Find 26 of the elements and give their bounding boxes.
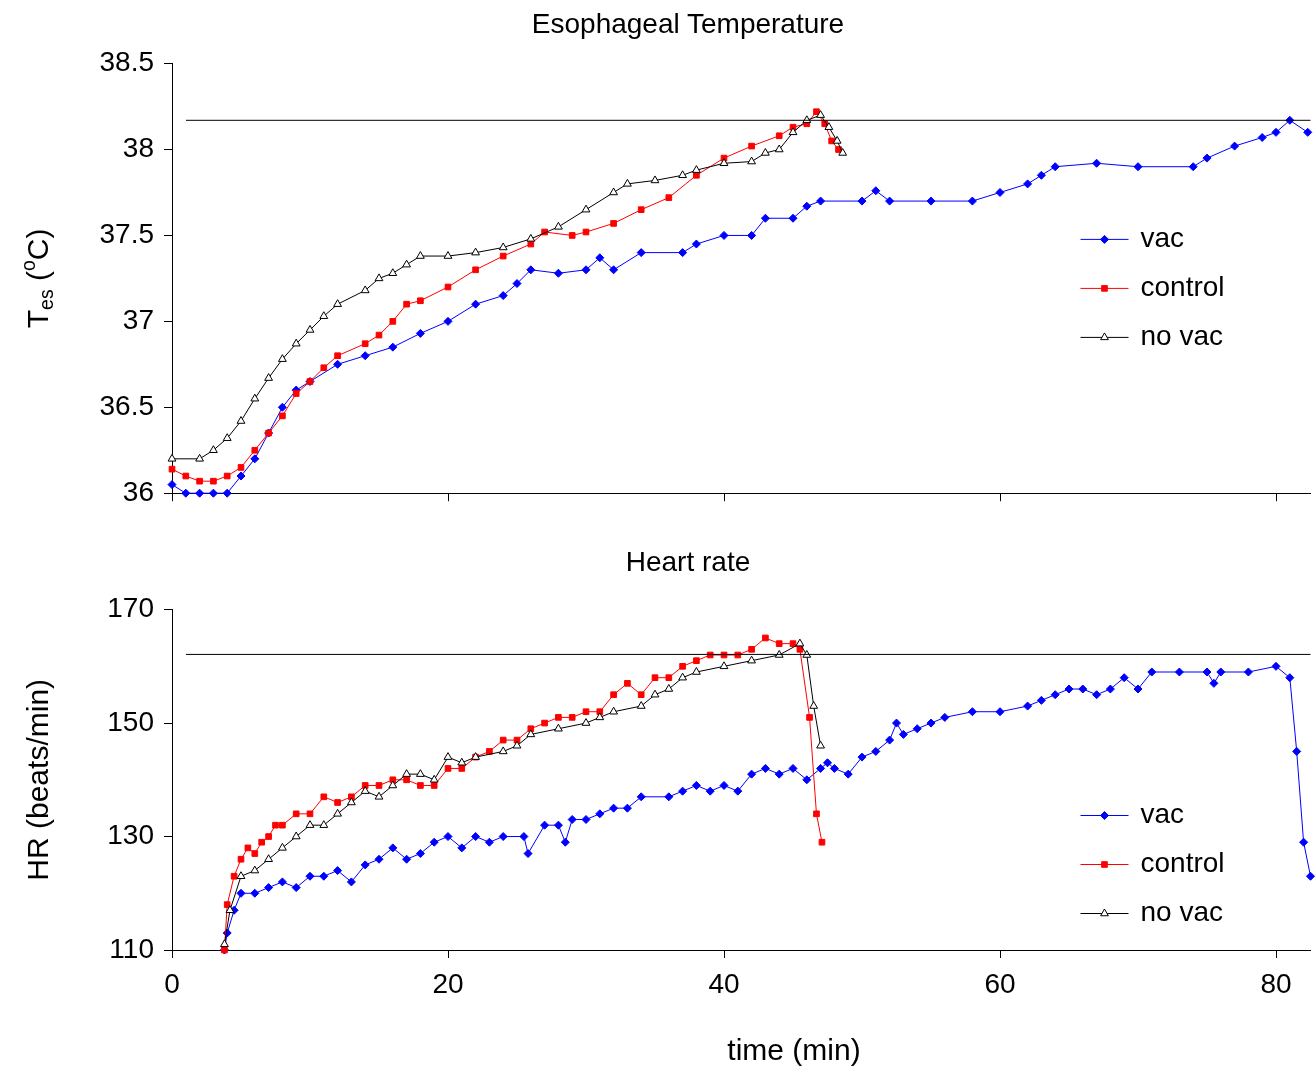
y-tick-label: 150 (107, 705, 154, 737)
chart-title: Esophageal Temperature (531, 7, 845, 39)
y-tick-label: 130 (107, 819, 154, 851)
x-tick-label: 20 (432, 967, 464, 999)
y-tick-label: 110 (109, 932, 154, 964)
x-tick-label: 0 (164, 967, 180, 999)
legend-label: control (1140, 847, 1225, 879)
y-tick-label: 37.5 (99, 218, 154, 250)
y-tick-label: 170 (107, 592, 154, 624)
legend-label: vac (1140, 222, 1185, 254)
y-axis-title: Tes (oC) (16, 228, 57, 329)
chart-title: Heart rate (625, 545, 751, 577)
x-tick-label: 80 (1260, 967, 1292, 999)
y-axis-title: HR (beats/min) (21, 678, 55, 881)
legend-label: no vac (1140, 320, 1223, 352)
y-tick-label: 38.5 (99, 46, 154, 78)
y-tick-label: 37 (122, 304, 154, 336)
y-tick-label: 38 (122, 132, 154, 164)
y-tick-label: 36 (122, 475, 154, 507)
x-tick-label: 40 (708, 967, 740, 999)
legend-label: vac (1140, 798, 1185, 830)
legend-label: control (1140, 271, 1225, 303)
y-tick-label: 36.5 (99, 390, 154, 421)
x-tick-label: 60 (984, 967, 1016, 999)
legend-label: no vac (1140, 896, 1223, 928)
x-axis-title: time (min) (727, 1033, 861, 1067)
